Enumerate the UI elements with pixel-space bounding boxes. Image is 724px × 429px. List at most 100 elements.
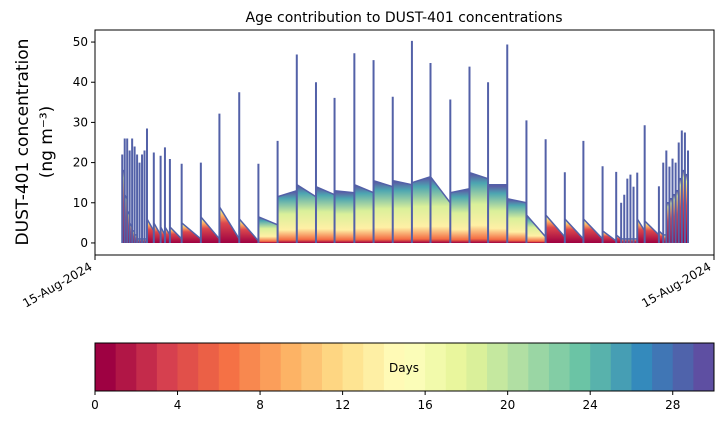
colorbar-swatch <box>445 343 467 391</box>
colorbar-swatch <box>301 343 323 391</box>
colorbar-tick-label: 4 <box>174 398 182 412</box>
colorbar-swatch <box>548 343 571 391</box>
age-band-area <box>181 222 201 243</box>
y-tick-label: 0 <box>80 236 88 250</box>
age-band-area <box>545 214 565 243</box>
age-band-area <box>153 222 161 243</box>
age-band-area <box>411 176 431 243</box>
age-band-area <box>296 184 316 243</box>
colorbar-swatch <box>404 343 426 391</box>
colorbar-swatch <box>487 343 509 391</box>
age-band-area <box>637 218 645 243</box>
total-envelope-line <box>411 175 431 184</box>
total-envelope-line <box>373 179 393 188</box>
total-envelope-line <box>296 184 317 198</box>
colorbar-swatch <box>569 343 591 391</box>
colorbar-swatch <box>280 343 302 391</box>
colorbar-swatch <box>342 343 364 391</box>
colorbar-swatch <box>528 343 550 391</box>
colorbar-swatch <box>115 343 137 391</box>
age-band-area <box>507 198 527 243</box>
total-envelope-line <box>277 189 298 198</box>
colorbar: 0 4 8 12 16 20 24 28 <box>91 342 715 412</box>
colorbar-tick-label: 24 <box>583 398 598 412</box>
y-tick-label: 40 <box>73 75 88 89</box>
colorbar-swatch <box>177 343 199 391</box>
total-envelope-line <box>146 218 155 232</box>
colorbar-swatch <box>260 343 282 391</box>
colorbar-tick-label: 0 <box>91 398 99 412</box>
age-band-area <box>450 188 470 243</box>
total-envelope-line <box>392 179 413 186</box>
age-band-area <box>469 172 489 243</box>
total-envelope-line <box>238 218 259 242</box>
age-band-area <box>277 190 297 243</box>
total-envelope-line <box>354 183 374 194</box>
age-band-area <box>354 184 374 243</box>
age-band-area <box>430 176 451 243</box>
total-envelope-line <box>153 222 162 236</box>
colorbar-tick-label: 12 <box>335 398 350 412</box>
age-band-area <box>373 180 393 243</box>
total-envelope-line <box>564 218 584 240</box>
y-axis-label-line2: (ng m⁻³) <box>37 106 57 179</box>
y-tick-label: 50 <box>73 35 88 49</box>
age-band-area <box>488 184 508 243</box>
total-envelope-line <box>450 187 470 194</box>
y-tick-label: 20 <box>73 156 88 170</box>
colorbar-swatch <box>631 343 653 391</box>
plot-area <box>121 40 690 243</box>
age-band-area <box>392 180 412 243</box>
colorbar-swatch <box>466 343 488 391</box>
colorbar-swatch <box>652 343 674 391</box>
age-band-area <box>315 186 335 243</box>
colorbar-swatch <box>321 343 344 391</box>
total-envelope-line <box>429 176 451 204</box>
y-axis: 0 10 20 30 40 50 <box>73 35 95 250</box>
colorbar-swatch <box>363 343 385 391</box>
total-envelope-line <box>525 214 547 238</box>
age-band-area <box>644 220 659 243</box>
axes-frame <box>94 29 715 256</box>
x-tick-label: 15-Aug-2024 <box>639 259 713 310</box>
y-tick-label: 10 <box>73 196 88 210</box>
total-envelope-line <box>644 220 660 236</box>
colorbar-swatch <box>218 343 240 391</box>
total-envelope-line <box>507 198 527 204</box>
colorbar-swatch <box>156 343 179 391</box>
y-tick-label: 30 <box>73 115 88 129</box>
colorbar-tick-label: 28 <box>665 398 680 412</box>
age-band-area <box>334 190 355 243</box>
chart-title: Age contribution to DUST-401 concentrati… <box>246 10 563 26</box>
colorbar-swatch <box>425 343 447 391</box>
total-envelope-line <box>545 214 566 238</box>
total-envelope-line <box>181 222 202 240</box>
age-band-area <box>146 218 154 243</box>
total-envelope-line <box>258 216 278 226</box>
total-envelope-line <box>602 230 617 242</box>
colorbar-swatch <box>507 343 529 391</box>
total-envelope-line <box>636 218 646 232</box>
age-band-area <box>164 226 170 243</box>
colorbar-swatch <box>383 343 405 391</box>
colorbar-tick-label: 16 <box>417 398 432 412</box>
total-envelope-line <box>218 206 240 240</box>
total-envelope-line <box>469 171 489 180</box>
age-band-area <box>160 226 165 243</box>
colorbar-swatch <box>610 343 632 391</box>
total-envelope-line <box>169 226 183 240</box>
y-axis-label: DUST-401 concentration (ng m⁻³) <box>13 39 57 246</box>
age-band-area <box>616 234 622 243</box>
colorbar-swatch <box>136 343 158 391</box>
colorbar-swatch <box>672 343 694 391</box>
age-band-area <box>658 230 664 243</box>
colorbar-swatch <box>198 343 220 391</box>
age-band-area <box>526 214 546 243</box>
colorbar-tick-label: 8 <box>256 398 264 412</box>
total-envelope-line <box>334 189 355 194</box>
colorbar-tick-label: 20 <box>500 398 515 412</box>
total-envelope-line <box>582 218 604 240</box>
y-axis-label-line1: DUST-401 concentration <box>13 39 33 246</box>
colorbar-swatch <box>239 343 261 391</box>
